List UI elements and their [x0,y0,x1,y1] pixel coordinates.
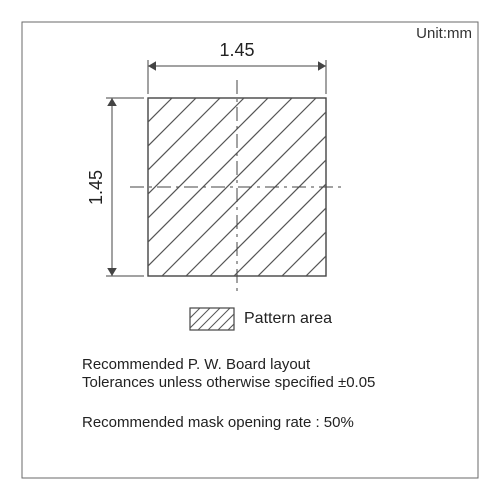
caption-line-2: Tolerances unless otherwise specified ±0… [82,374,375,391]
height-dimension-label: 1.45 [86,98,107,276]
unit-label: Unit:mm [416,25,472,42]
width-dimension-label: 1.45 [148,40,326,61]
legend-label: Pattern area [244,310,332,328]
caption-line-3: Recommended mask opening rate : 50% [82,414,354,431]
caption-line-1: Recommended P. W. Board layout [82,356,310,373]
